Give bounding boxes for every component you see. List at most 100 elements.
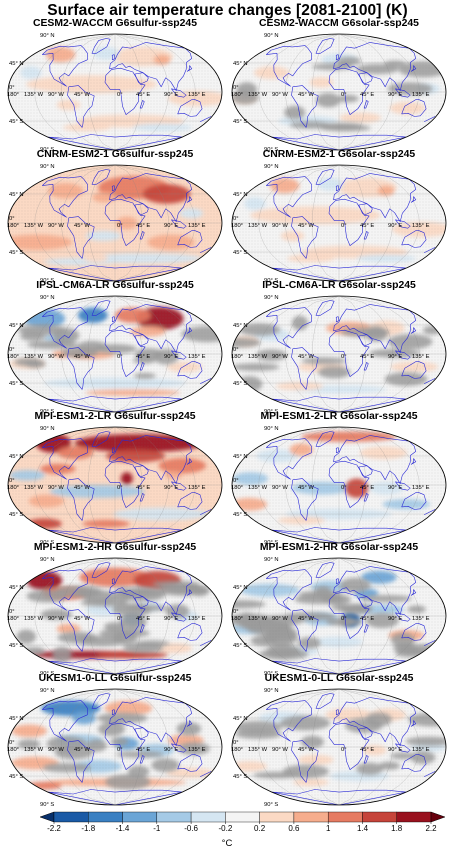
coastline-australia xyxy=(177,492,203,510)
lat-label: 90° N xyxy=(264,426,279,432)
graticule-line xyxy=(114,34,169,150)
coastline-indonesia xyxy=(395,88,411,98)
lon-label: 135° W xyxy=(248,747,268,753)
coastline-nz xyxy=(424,247,436,253)
lon-label: 90° W xyxy=(48,223,64,229)
graticule-line xyxy=(338,34,420,150)
map-border xyxy=(231,688,447,806)
graticule-line xyxy=(338,296,393,412)
colorbar-segment xyxy=(190,811,226,823)
lat-label: 45° N xyxy=(233,585,248,591)
lat-label: 90° S xyxy=(264,540,278,546)
lat-label: 90° N xyxy=(264,295,279,301)
coastline-africa xyxy=(328,198,370,246)
coastline-greenland xyxy=(315,693,335,709)
graticule-line xyxy=(114,165,196,281)
graticule-line xyxy=(285,427,340,543)
lon-label: 135° W xyxy=(24,354,44,360)
graticule-line xyxy=(61,558,116,674)
graticule-line xyxy=(338,558,366,674)
lon-label: 45° E xyxy=(360,223,374,229)
graticule-line xyxy=(258,34,340,150)
graticule-line xyxy=(338,558,420,674)
colorbar-segment xyxy=(259,811,295,823)
lon-label: 135° E xyxy=(412,92,430,98)
graticule-line xyxy=(114,296,169,412)
lon-label: 135° W xyxy=(248,223,268,229)
colorbar-tick-label: -1 xyxy=(153,824,161,833)
lon-label: 45° E xyxy=(136,616,150,622)
panel-title: CESM2-WACCM G6solar-ssp245 xyxy=(259,18,419,29)
panel-title: MPI-ESM1-2-HR G6solar-ssp245 xyxy=(259,542,419,553)
coastline-australia xyxy=(177,361,203,379)
coastline-uk xyxy=(335,578,340,585)
lon-label: 90° W xyxy=(48,616,64,622)
coastline-madagascar xyxy=(363,362,369,371)
lon-label: 45° E xyxy=(136,354,150,360)
coastline-namerica xyxy=(42,569,88,611)
coastline-eurasia xyxy=(109,697,192,746)
figure-title: Surface air temperature changes [2081-21… xyxy=(47,2,408,19)
coastline-eurasia xyxy=(333,697,416,746)
map-border xyxy=(231,295,447,413)
graticule-line xyxy=(61,689,116,805)
graticule-line xyxy=(34,689,116,805)
graticule-line xyxy=(61,34,116,150)
coastline-arabia xyxy=(358,334,373,346)
lon-label: 90° W xyxy=(272,92,288,98)
map-panel: MPI-ESM1-2-LR G6sulfur-ssp245 90° N 45° N 0… xyxy=(6,411,224,547)
coastline-eurasia xyxy=(109,435,192,484)
coastline-eurasia xyxy=(333,173,416,222)
coastline-samerica xyxy=(291,740,319,783)
coastline-indonesia xyxy=(171,350,187,360)
lat-label: 45° S xyxy=(9,643,23,649)
coastline-antarctica xyxy=(271,265,407,281)
lat-label: 90° S xyxy=(40,671,54,677)
coastline-japan xyxy=(410,589,417,596)
lon-label: 135° W xyxy=(24,92,44,98)
coastline-eurasia xyxy=(109,42,192,91)
coastline-greenland xyxy=(91,38,111,54)
coastline-antarctica xyxy=(47,265,183,281)
lon-label: 180° xyxy=(231,92,243,98)
coastline-africa xyxy=(104,198,146,246)
panel-title: CNRM-ESM2-1 G6solar-ssp245 xyxy=(262,149,416,160)
panel-title: CNRM-ESM2-1 G6sulfur-ssp245 xyxy=(36,149,194,160)
lat-label: 90° S xyxy=(40,278,54,284)
lat-label: 0° xyxy=(9,216,15,222)
lat-label: 90° N xyxy=(264,557,279,563)
colorbar-tick-label: 2.2 xyxy=(425,824,437,833)
graticule-line xyxy=(114,689,142,805)
lat-label: 0° xyxy=(233,478,239,484)
lon-label: 0° xyxy=(117,616,123,622)
graticule-line xyxy=(114,558,142,674)
lat-label: 90° S xyxy=(40,409,54,415)
coastline-greenland xyxy=(315,431,335,447)
coastline-japan xyxy=(186,196,193,203)
lon-label: 45° W xyxy=(74,485,90,491)
lat-label: 90° N xyxy=(40,688,55,694)
lat-label: 45° S xyxy=(233,250,247,256)
coastline-japan xyxy=(186,720,193,727)
graticule-line xyxy=(114,427,142,543)
colorbar-segment xyxy=(293,811,329,823)
graticule-line xyxy=(114,34,196,150)
coastline-indonesia xyxy=(171,481,187,491)
coastline-eurasia xyxy=(333,566,416,615)
graticule-line xyxy=(338,296,366,412)
lon-label: 0° xyxy=(117,747,123,753)
coastline-namerica xyxy=(42,176,88,218)
lon-label: 135° E xyxy=(188,616,206,622)
map: 90° N 45° N 0° 45° S 90° S 180° 135° W 90° W 45°… xyxy=(231,557,447,677)
map-panel: MPI-ESM1-2-HR G6solar-ssp245 90° N 45° N 0°… xyxy=(230,542,448,678)
coastline-eurasia xyxy=(109,173,192,222)
coastline-greenland xyxy=(315,38,335,54)
panel-title: CESM2-WACCM G6sulfur-ssp245 xyxy=(33,18,197,29)
map-border xyxy=(7,557,223,675)
lon-label: 135° W xyxy=(248,485,268,491)
lat-label: 45° S xyxy=(9,512,23,518)
coastline-namerica xyxy=(42,700,88,742)
coastline-uk xyxy=(111,316,116,323)
lon-label: 180° xyxy=(231,354,243,360)
